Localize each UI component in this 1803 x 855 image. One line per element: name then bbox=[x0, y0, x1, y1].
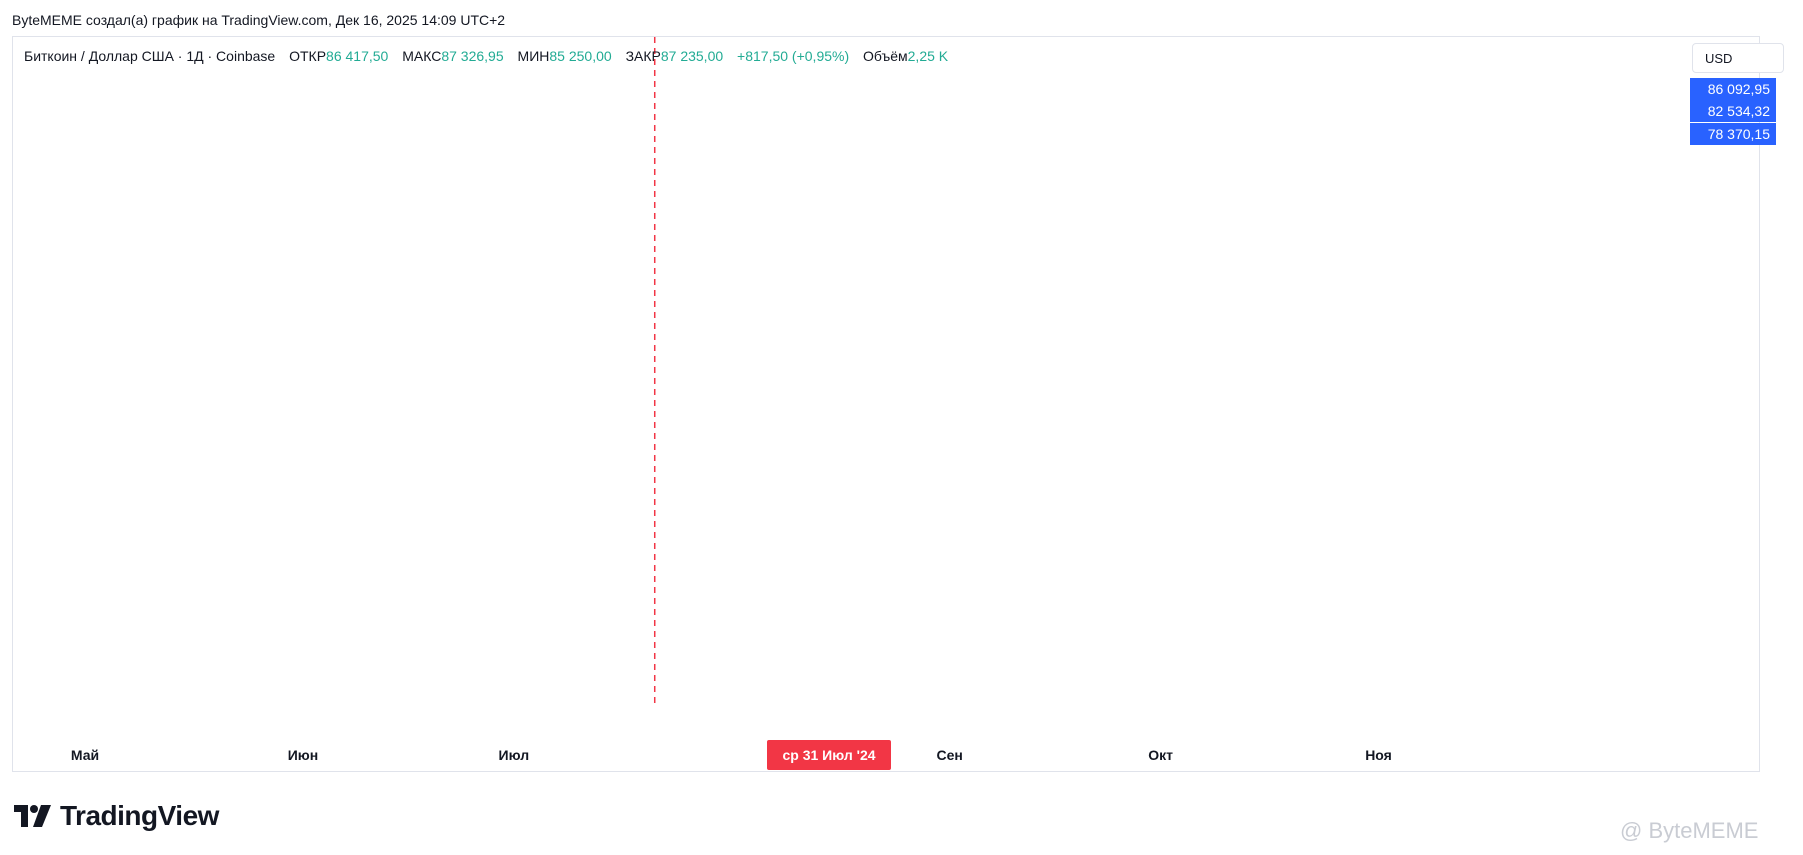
open-value: 86 417,50 bbox=[326, 48, 389, 64]
tradingview-logo[interactable]: TradingView bbox=[14, 800, 219, 832]
close-value: 87 235,00 bbox=[660, 48, 724, 64]
x-tick-label: Окт bbox=[1148, 747, 1173, 763]
close-label: ЗАКР bbox=[625, 48, 661, 64]
crosshair-date-badge: ср 31 Июл '24 bbox=[767, 740, 891, 770]
high-value: 87 326,95 bbox=[441, 48, 504, 64]
low-value: 85 250,00 bbox=[549, 48, 612, 64]
x-tick-label: Сен bbox=[937, 747, 963, 763]
price-badge-2: 82 534,32 bbox=[1690, 100, 1776, 122]
chart-caption: ByteMEME создал(а) график на TradingView… bbox=[12, 12, 506, 28]
high-label: МАКС bbox=[402, 48, 442, 64]
brand-name: TradingView bbox=[60, 800, 219, 831]
low-label: МИН bbox=[517, 48, 550, 64]
x-tick-label: Июн bbox=[288, 747, 318, 763]
change-value: +817,50 (+0,95%) bbox=[737, 48, 850, 64]
volume-label: Объём bbox=[863, 48, 908, 64]
symbol-legend[interactable]: Биткоин / Доллар США · 1Д · Coinbase ОТК… bbox=[24, 48, 948, 64]
price-badge-3: 78 370,15 bbox=[1690, 123, 1776, 145]
symbol-title[interactable]: Биткоин / Доллар США · 1Д · Coinbase bbox=[24, 48, 276, 64]
volume-value: 2,25 K bbox=[907, 48, 949, 64]
x-tick-label: Май bbox=[71, 747, 99, 763]
open-label: ОТКР bbox=[289, 48, 327, 64]
candlestick-chart[interactable]: 75 000,0070 000,0066 000,0062 000,0058 0… bbox=[0, 0, 1803, 800]
currency-button[interactable]: USD bbox=[1692, 43, 1784, 73]
author-watermark: @ ByteMEME bbox=[1620, 818, 1759, 843]
plot-area[interactable] bbox=[8, 0, 1484, 706]
chart-frame[interactable] bbox=[12, 36, 1760, 772]
x-tick-label: Июл bbox=[499, 747, 530, 763]
price-badge-1: 86 092,95 bbox=[1690, 78, 1776, 100]
tradingview-logo-icon bbox=[14, 805, 51, 827]
x-tick-label: Ноя bbox=[1365, 747, 1392, 763]
